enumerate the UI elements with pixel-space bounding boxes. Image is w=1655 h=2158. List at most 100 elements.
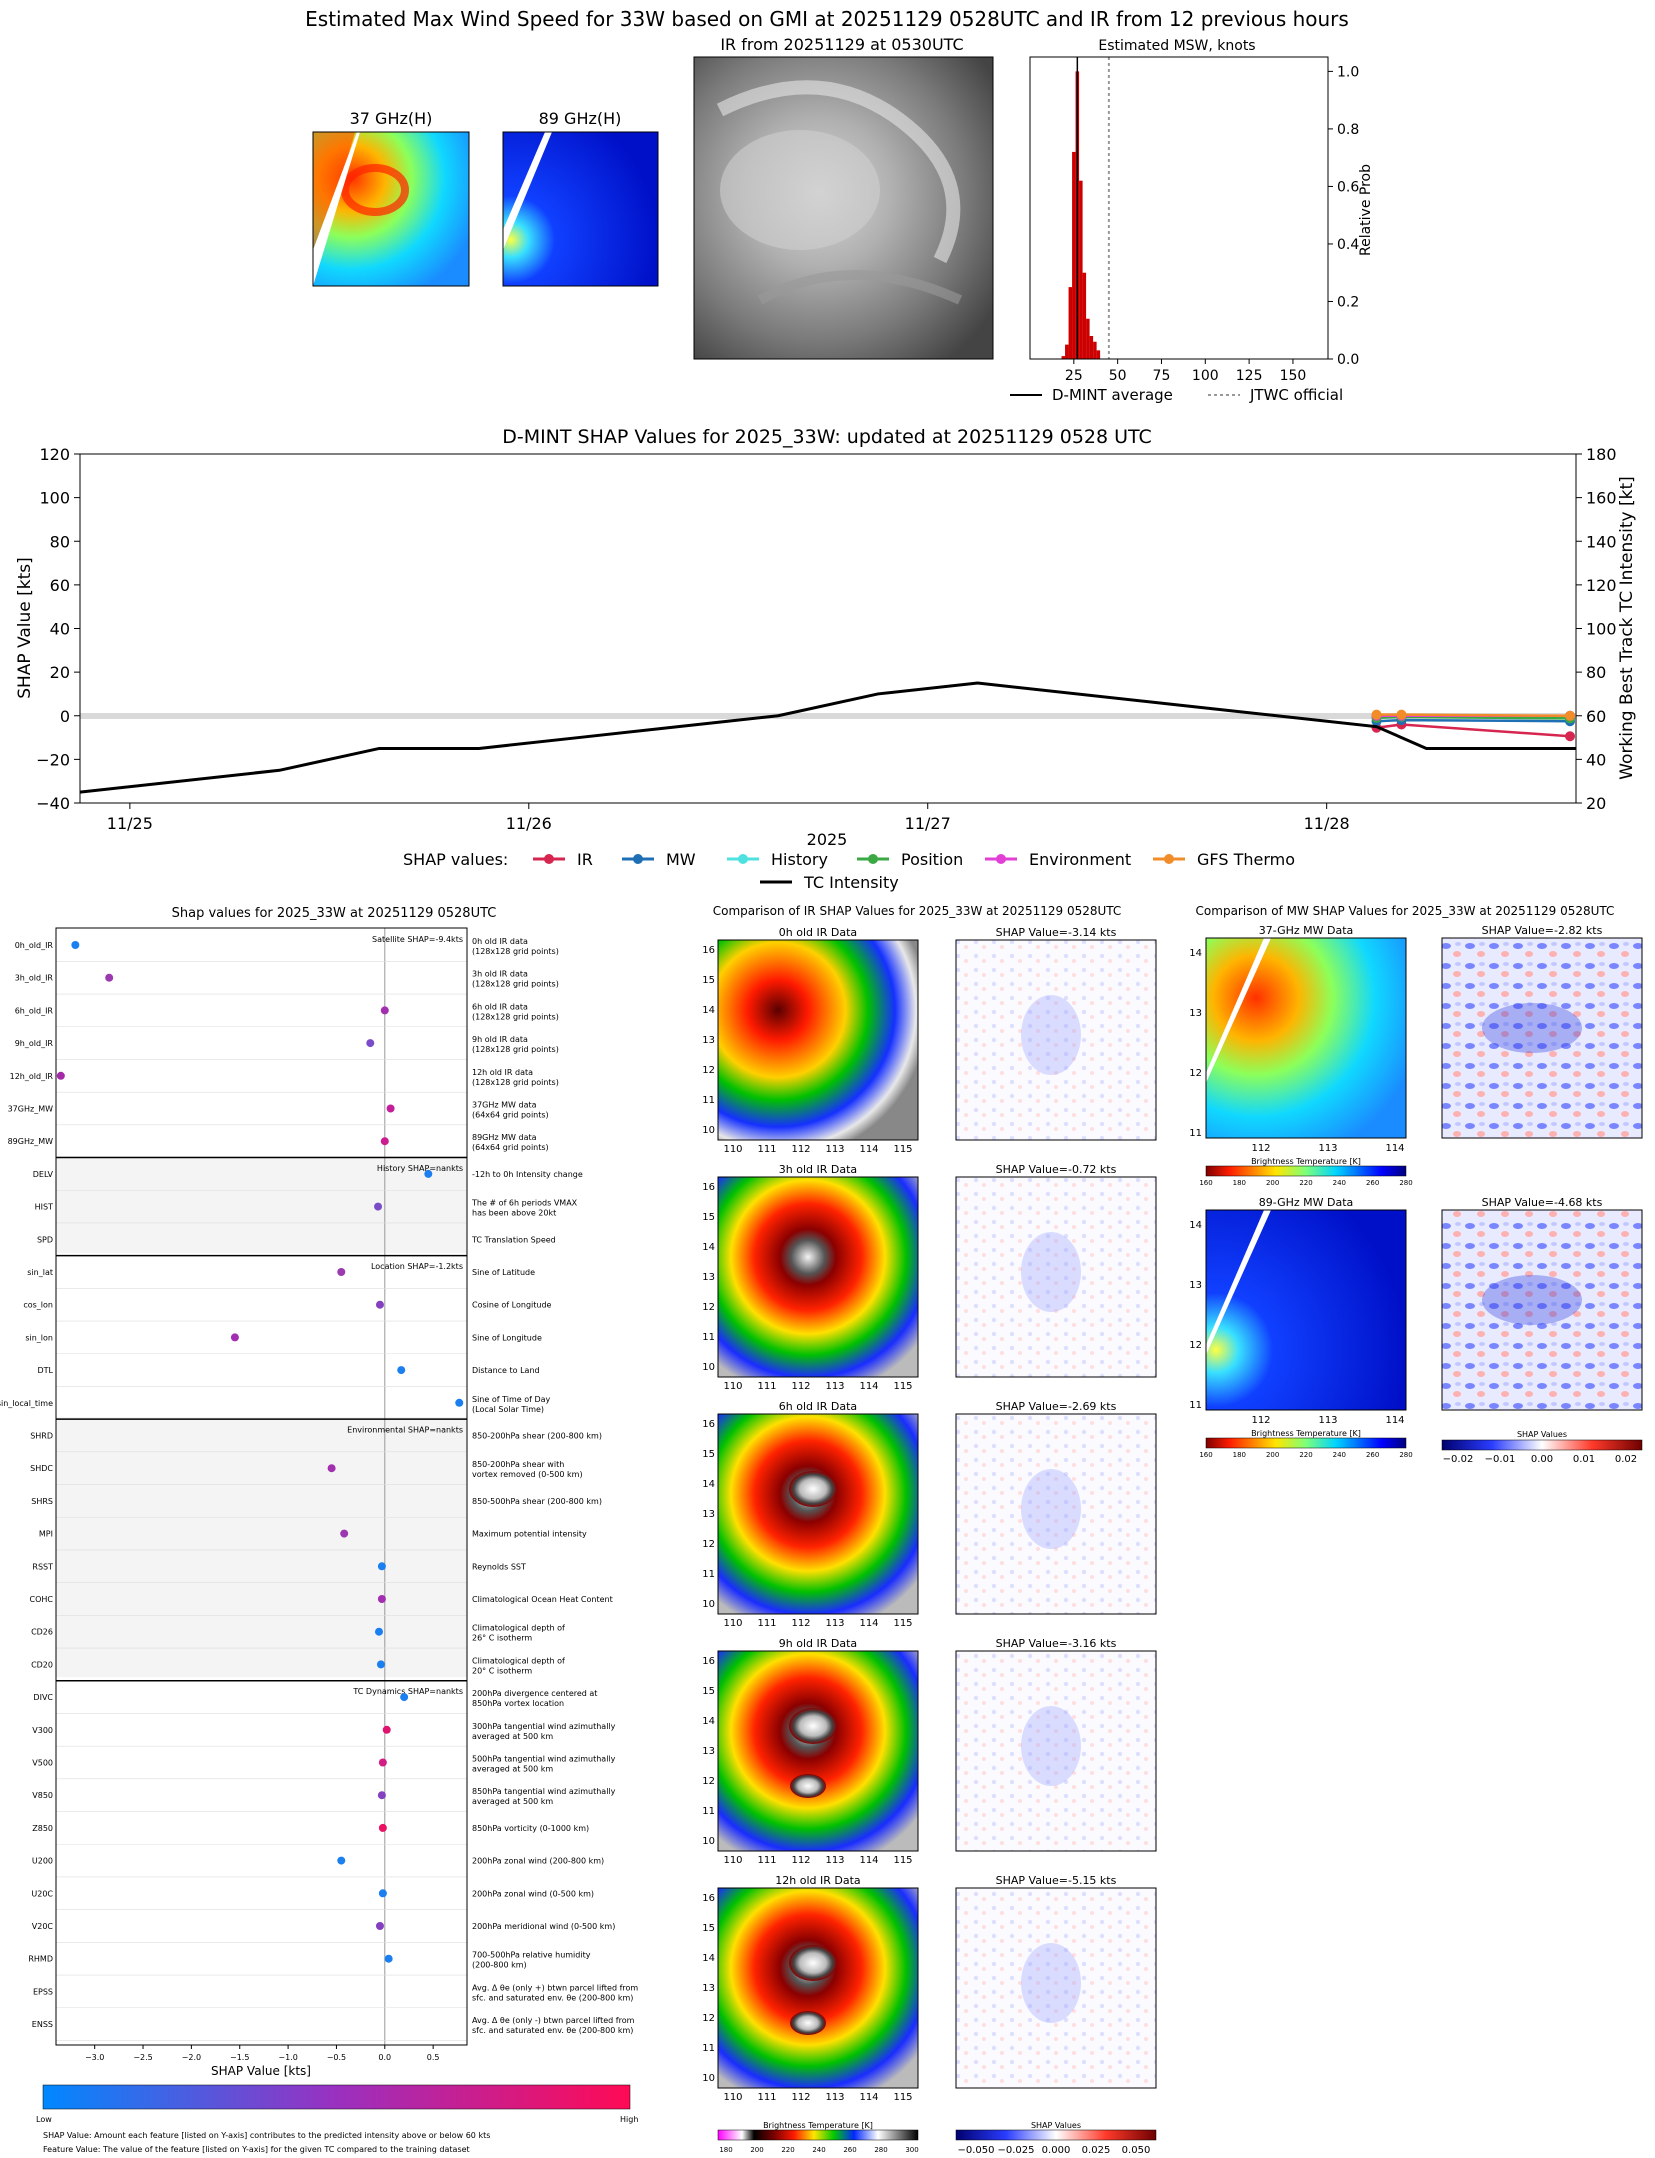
msw-bar-7 — [1086, 318, 1090, 359]
feat-desc2-5: (64x64 grid points) — [472, 1111, 549, 1120]
mw-shap-core-0 — [1482, 1003, 1582, 1053]
mw-shap-image-0 — [1442, 938, 1642, 1138]
ts-legend-marker-4 — [996, 854, 1006, 864]
feat-name-0: 0h_old_IR — [15, 941, 54, 950]
feat-desc1-9: TC Translation Speed — [471, 1235, 556, 1244]
feat-name-10: sin_lat — [27, 1268, 53, 1277]
ts-series-point-5-2 — [1565, 710, 1576, 721]
feat-name-17: SHRS — [31, 1497, 53, 1506]
ir-panel-1-xtick-1: 111 — [757, 1381, 776, 1392]
ir-panel-label-4: 12h old IR Data — [775, 1874, 860, 1887]
feat-point-23 — [400, 1693, 409, 1702]
ir-panel-frame-3 — [717, 1650, 919, 1852]
ir-panel-4-xtick-1: 111 — [757, 2092, 776, 2103]
mw-panel-image-1 — [1206, 1210, 1406, 1410]
ir-panel-eye-2 — [789, 1471, 837, 1507]
mw-panel-1-ytick-3: 14 — [1189, 1220, 1202, 1231]
ir-panel-4-ytick-2: 12 — [702, 2013, 715, 2024]
ir-shap-label-3: SHAP Value=-3.16 kts — [996, 1637, 1117, 1650]
ir-panel-4-ytick-5: 15 — [702, 1923, 715, 1934]
ir-panel-2-xtick-2: 112 — [791, 1618, 810, 1629]
feat-name-15: SHRD — [30, 1432, 53, 1441]
mw-shap-colorbar — [1441, 1439, 1643, 1451]
feat-name-5: 37GHz_MW — [8, 1105, 53, 1114]
feat-name-20: COHC — [30, 1595, 54, 1604]
feat-desc2-26: averaged at 500 km — [472, 1797, 553, 1806]
feat-desc1-15: 850-200hPa shear (200-800 km) — [472, 1432, 602, 1441]
msw-ytick-4: 0.8 — [1337, 122, 1359, 138]
group-label-3: Environmental SHAP=nankts — [347, 1426, 463, 1435]
ir-bt-tick-4: 260 — [843, 2146, 856, 2154]
group-label-4: TC Dynamics SHAP=nankts — [352, 1687, 463, 1696]
ir-shap-image-0 — [956, 940, 1156, 1140]
feat-desc1-14: Sine of Time of Day — [472, 1395, 551, 1404]
mw-panel-0-ytick-2: 13 — [1189, 1008, 1202, 1019]
mw-panel-0-xtick-1: 113 — [1318, 1143, 1337, 1154]
feat-desc1-31: 700-500hPa relative humidity — [472, 1951, 591, 1960]
ir-title: IR from 20251129 at 0530UTC — [720, 35, 963, 54]
ir-panel-1-ytick-6: 16 — [702, 1182, 715, 1193]
ts-xtick-2: 11/27 — [905, 814, 951, 833]
feat-desc1-21: Climatological depth of — [472, 1624, 565, 1633]
ir-panel-2-ytick-0: 10 — [702, 1599, 715, 1610]
ir-panel-0-xtick-3: 113 — [825, 1144, 844, 1155]
feat-point-12 — [230, 1333, 239, 1342]
feat-point-31 — [384, 1954, 393, 1963]
ts-ytick-right-8: 180 — [1586, 445, 1617, 464]
ir-shap-image-2 — [956, 1414, 1156, 1614]
feat-name-8: HIST — [35, 1203, 53, 1212]
ts-axes-frame — [79, 453, 1577, 804]
ts-legend-marker-1 — [633, 854, 643, 864]
ir-shap-core-3 — [1021, 1706, 1081, 1786]
ir-shap-frame-4 — [955, 1887, 1157, 2089]
ir-panel-0-xtick-4: 114 — [859, 1144, 878, 1155]
feat-desc1-19: Reynolds SST — [472, 1562, 526, 1571]
ir-panel-1-ytick-0: 10 — [702, 1362, 715, 1373]
ir-bt-tick-0: 180 — [719, 2146, 732, 2154]
feat-name-4: 12h_old_IR — [10, 1072, 54, 1081]
tc-intensity-line — [79, 681, 1576, 794]
mw-shap-tick-1: −0.01 — [1485, 1454, 1516, 1465]
ir-panel-image-2 — [718, 1414, 918, 1614]
ts-legend-label-0: IR — [577, 850, 593, 869]
mw-panel-frame-0 — [1205, 937, 1407, 1139]
ir-thumbnail — [693, 56, 994, 360]
ir-panel-2-xtick-5: 115 — [893, 1618, 912, 1629]
ir-panel-4-xtick-0: 110 — [723, 2092, 742, 2103]
feat-name-7: DELV — [33, 1170, 54, 1179]
feat-name-19: RSST — [32, 1562, 53, 1571]
colorbar-low: Low — [36, 2115, 52, 2124]
feat-desc1-10: Sine of Latitude — [472, 1268, 535, 1277]
mw-panel-1-xtick-2: 114 — [1385, 1415, 1404, 1426]
ts-legend-label-4: Environment — [1029, 850, 1131, 869]
ir-panel-2-ytick-5: 15 — [702, 1449, 715, 1460]
msw-ytick-3: 0.6 — [1337, 179, 1359, 195]
feat-desc2-3: (128x128 grid points) — [472, 1045, 559, 1054]
msw-xtick-2: 75 — [1153, 368, 1171, 384]
mw-shap-tick-4: 0.02 — [1615, 1454, 1637, 1465]
feat-desc1-32: Avg. Δ θe (only +) btwn parcel lifted fr… — [472, 1983, 638, 1992]
feat-desc2-14: (Local Solar Time) — [472, 1405, 544, 1414]
ir-panel-3-ytick-6: 16 — [702, 1656, 715, 1667]
ir-panel-1-ytick-4: 14 — [702, 1242, 715, 1253]
feat-title: Shap values for 2025_33W at 20251129 052… — [172, 906, 497, 921]
feat-point-7 — [424, 1169, 433, 1178]
mw-bt-tick-0-5: 260 — [1366, 1179, 1379, 1187]
feat-desc1-22: Climatological depth of — [472, 1656, 565, 1665]
feat-desc1-8: The # of 6h periods VMAX — [471, 1199, 578, 1208]
feat-desc2-32: sfc. and saturated env. θe (200-800 km) — [472, 1993, 633, 2002]
msw-legend: D-MINT average JTWC official — [1010, 386, 1343, 404]
feat-xtick-2: −2.0 — [182, 2053, 201, 2062]
ir-panel-0-ytick-4: 14 — [702, 1005, 715, 1016]
mw-bt-colorbar-1 — [1205, 1437, 1407, 1449]
feat-name-30: V20C — [32, 1922, 54, 1931]
msw-xtick-3: 100 — [1192, 368, 1219, 384]
ts-legend-label-5: GFS Thermo — [1197, 850, 1295, 869]
feat-desc1-17: 850-500hPa shear (200-800 km) — [472, 1497, 602, 1506]
ir-panel-eye-4 — [789, 1945, 837, 1981]
ir-panel-3-ytick-5: 15 — [702, 1686, 715, 1697]
ir-panel-1-xtick-5: 115 — [893, 1381, 912, 1392]
msw-ytick-2: 0.4 — [1337, 237, 1359, 253]
feat-name-28: U200 — [32, 1857, 53, 1866]
ir-shap-core-0 — [1021, 995, 1081, 1075]
